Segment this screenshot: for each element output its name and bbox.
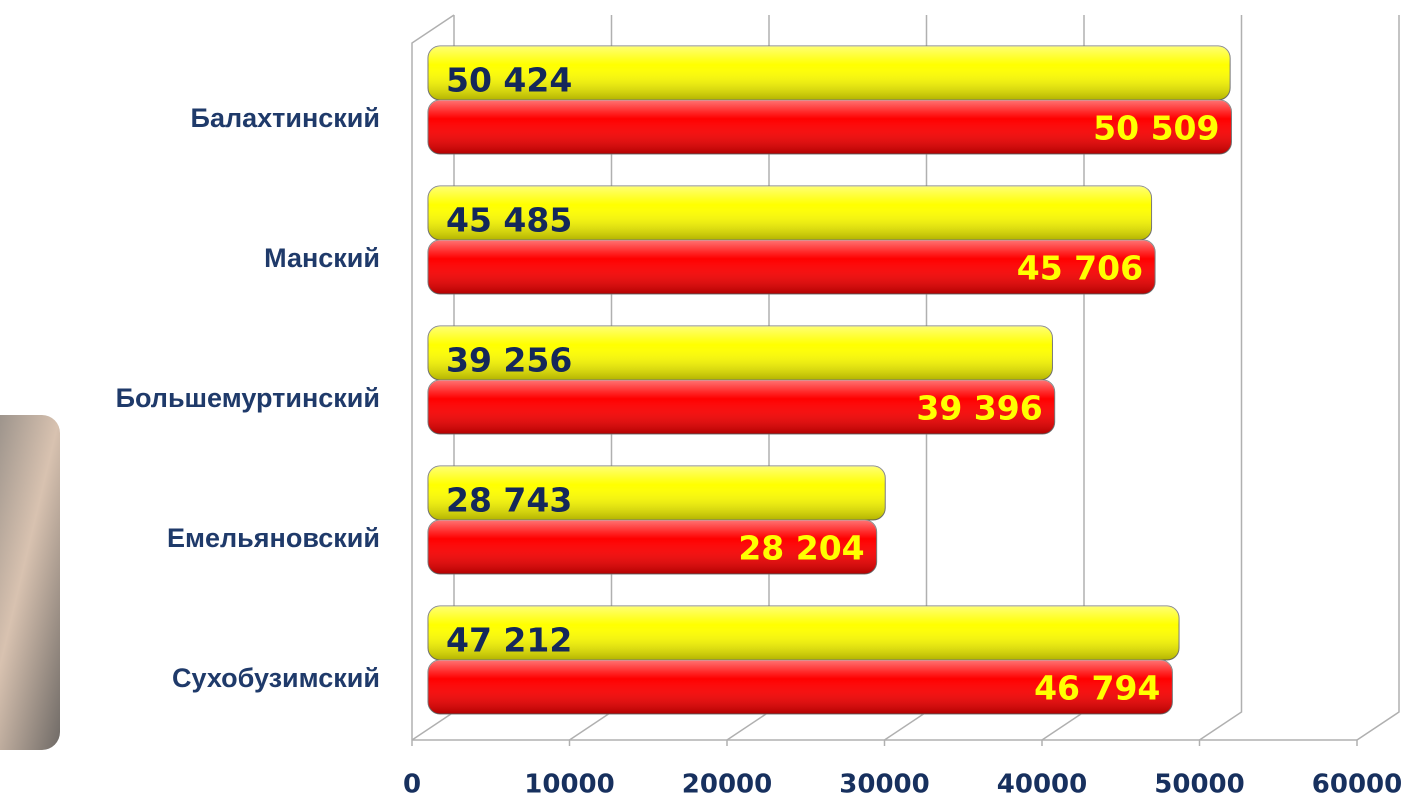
grid-line [1356, 15, 1400, 741]
value-label: 28 204 [738, 529, 864, 568]
bar-shade [428, 186, 1152, 240]
value-label: 39 396 [916, 389, 1042, 428]
value-label: 39 256 [446, 341, 572, 380]
bar-shade [428, 46, 1231, 100]
grid-line [1199, 15, 1243, 741]
value-label: 47 212 [446, 621, 572, 660]
value-label: 45 706 [1017, 249, 1143, 288]
category-label: Манский [264, 243, 380, 273]
bar-shade [428, 380, 1055, 434]
category-label: Балахтинский [191, 103, 380, 133]
x-tick-label: 10000 [524, 770, 614, 800]
x-tick-label: 0 [403, 770, 421, 800]
value-label: 46 794 [1034, 669, 1160, 708]
x-tick-label: 30000 [839, 770, 929, 800]
category-label: Емельяновский [167, 523, 380, 553]
x-tick-label: 20000 [682, 770, 772, 800]
wall [411, 14, 455, 740]
bar-shade [428, 660, 1173, 714]
bar-shade [428, 240, 1156, 294]
value-label: 28 743 [446, 481, 572, 520]
value-label: 45 485 [446, 201, 572, 240]
bar-shade [428, 326, 1053, 380]
category-label: Большемуртинский [116, 383, 380, 413]
photo [0, 415, 60, 750]
bar-shade [428, 520, 877, 574]
bar-shade [428, 466, 886, 520]
bar-shade [428, 100, 1232, 154]
x-tick-label: 60000 [1312, 770, 1402, 800]
x-tick-label: 40000 [997, 770, 1087, 800]
value-label: 50 509 [1093, 109, 1219, 148]
bar-shade [428, 606, 1180, 660]
x-tick-label: 50000 [1154, 770, 1244, 800]
value-label: 50 424 [446, 61, 572, 100]
category-label: Сухобузимский [172, 663, 380, 693]
